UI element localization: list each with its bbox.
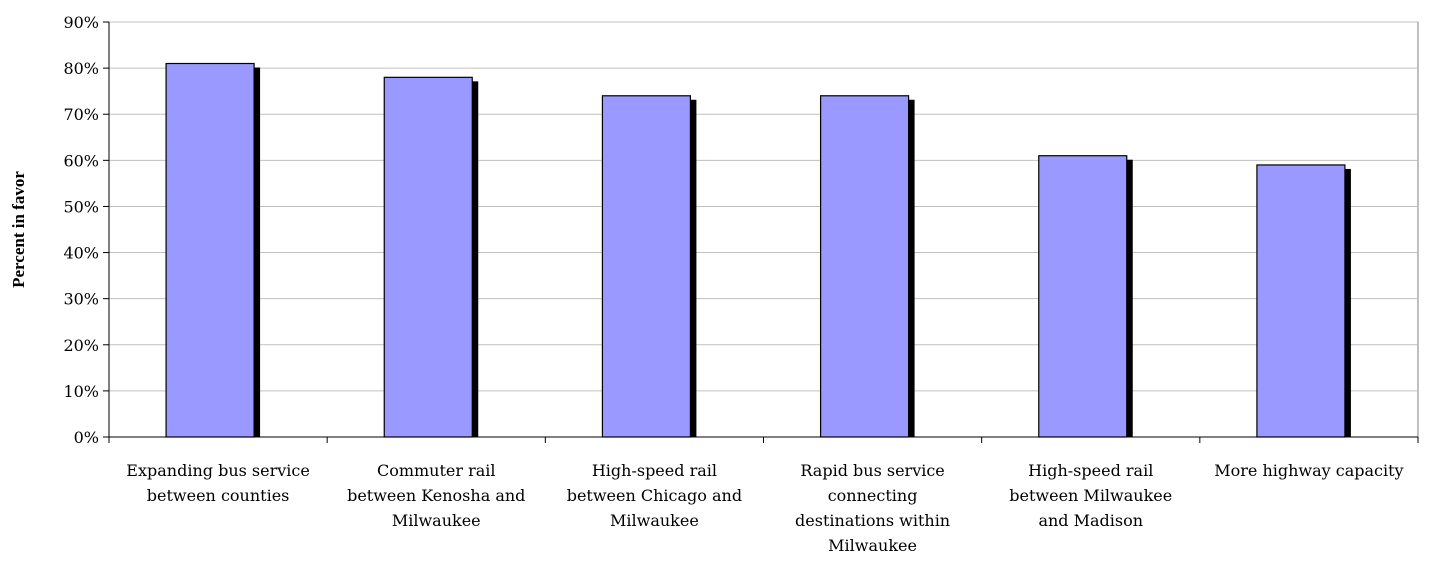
- y-tick-label: 0%: [74, 428, 99, 447]
- axes: [103, 21, 1419, 443]
- x-category-label: High-speed rail between Chicago and Milwau…: [567, 461, 742, 530]
- gridlines: [108, 21, 1419, 438]
- x-category-label: More highway capacity: [1214, 461, 1403, 480]
- y-tick-label: 40%: [63, 244, 99, 263]
- y-tick-label: 10%: [63, 382, 99, 401]
- y-tick-label: 20%: [63, 336, 99, 355]
- bar: [165, 62, 255, 438]
- x-category-label: Commuter rail between Kenosha and Milwauke…: [347, 461, 525, 530]
- y-tick-label: 30%: [63, 290, 99, 309]
- bar: [1256, 164, 1346, 438]
- y-tick-label: 70%: [63, 105, 99, 124]
- bar: [383, 76, 473, 438]
- y-tick-label: 60%: [63, 151, 99, 170]
- x-category-label: Expanding bus service between counties: [126, 461, 310, 505]
- bar: [819, 95, 910, 438]
- x-category-label: Rapid bus service connecting destinations …: [795, 461, 950, 555]
- x-category-label: High-speed rail between Milwaukee and Madi…: [1009, 461, 1172, 530]
- bar: [601, 95, 692, 438]
- y-tick-label: 50%: [63, 197, 99, 216]
- y-tick-label: 80%: [63, 59, 99, 78]
- bars: [165, 62, 1351, 438]
- labels: 0% 10% 20% 30% 40% 50% 60% 70% 80% 90% Expanding b…: [63, 13, 1403, 555]
- y-axis-title: Percent in favor: [9, 171, 28, 288]
- plot-area: [108, 21, 1419, 438]
- y-tick-label: 90%: [63, 13, 99, 32]
- bar: [1038, 155, 1128, 438]
